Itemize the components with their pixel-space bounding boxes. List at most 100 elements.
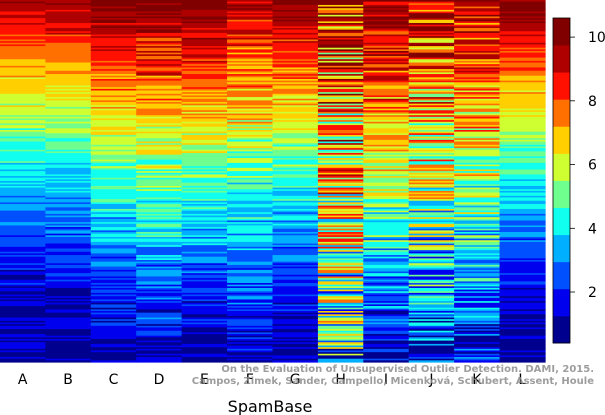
heatmap-cell	[408, 253, 455, 256]
heatmap-cell	[317, 179, 364, 182]
heatmap-cell	[45, 264, 92, 268]
heatmap-cell	[408, 55, 455, 59]
heatmap-cell	[363, 350, 410, 353]
heatmap-cell	[454, 235, 501, 238]
heatmap-cell	[454, 134, 501, 138]
heatmap-cell	[272, 218, 319, 222]
heatmap-cell	[272, 309, 319, 312]
heatmap-cell	[363, 273, 410, 276]
heatmap-cell	[45, 49, 92, 52]
heatmap-cell	[90, 146, 137, 149]
heatmap-cell	[90, 26, 137, 29]
heatmap-cell	[317, 291, 364, 294]
heatmap-cell	[408, 273, 455, 276]
heatmap-cell	[181, 4, 228, 8]
heatmap-cell	[227, 34, 274, 37]
heatmap-cell	[181, 248, 228, 251]
heatmap-cell	[408, 222, 455, 225]
heatmap-cell	[499, 116, 546, 120]
heatmap-cell	[136, 220, 183, 223]
heatmap-cell	[227, 334, 274, 337]
heatmap-cell	[227, 322, 274, 325]
heatmap-cell	[90, 207, 137, 210]
heatmap-cell	[0, 327, 47, 330]
heatmap-cell	[499, 273, 546, 276]
heatmap-cell	[45, 118, 92, 121]
heatmap-cell	[408, 292, 455, 296]
heatmap-cell	[90, 227, 137, 230]
heatmap-cell	[181, 62, 228, 65]
heatmap-cell	[454, 312, 501, 315]
heatmap-cell	[408, 250, 455, 253]
heatmap-cell	[0, 95, 47, 98]
heatmap-cell	[499, 302, 546, 306]
heatmap-cell	[0, 90, 47, 93]
heatmap-cell	[181, 118, 228, 121]
heatmap-cell	[317, 146, 364, 149]
heatmap-cell	[0, 37, 47, 41]
heatmap-cell	[181, 80, 228, 83]
heatmap-cell	[317, 238, 364, 241]
heatmap-cell	[454, 169, 501, 172]
heatmap-cell	[0, 215, 47, 218]
heatmap-cell	[45, 0, 92, 3]
heatmap-cell	[408, 105, 455, 108]
heatmap-cell	[0, 18, 47, 21]
heatmap-cell	[499, 271, 546, 274]
heatmap-cell	[499, 286, 546, 289]
heatmap-cell	[317, 167, 364, 171]
heatmap-cell	[0, 207, 47, 210]
heatmap-cell	[0, 185, 47, 189]
heatmap-cell	[136, 215, 183, 218]
heatmap-cell	[45, 179, 92, 182]
heatmap-cell	[90, 274, 137, 278]
heatmap-cell	[454, 4, 501, 8]
heatmap-cell	[45, 32, 92, 36]
heatmap-cell	[454, 74, 501, 77]
heatmap-cell	[363, 202, 410, 205]
heatmap-cell	[499, 65, 546, 69]
heatmap-cell	[0, 243, 47, 246]
heatmap-cell	[181, 245, 228, 248]
heatmap-cell	[499, 233, 546, 236]
heatmap-cell	[0, 141, 47, 144]
heatmap-cell	[227, 133, 274, 136]
heatmap-cell	[181, 246, 228, 250]
heatmap-cell	[227, 32, 274, 36]
heatmap-cell	[136, 350, 183, 353]
heatmap-cell	[45, 62, 92, 65]
colorbar-segment	[553, 315, 570, 344]
heatmap-cell	[136, 185, 183, 189]
heatmap-cell	[408, 92, 455, 95]
heatmap-cell	[454, 342, 501, 345]
heatmap-cell	[499, 325, 546, 329]
heatmap-cell	[408, 153, 455, 156]
heatmap-cell	[90, 47, 137, 50]
heatmap-cell	[90, 136, 137, 139]
heatmap-cell	[90, 215, 137, 218]
heatmap-cell	[0, 0, 47, 3]
heatmap-cell	[136, 29, 183, 32]
heatmap-cell	[408, 26, 455, 29]
heatmap-cell	[317, 49, 364, 52]
heatmap-cell	[317, 115, 364, 118]
heatmap-cell	[499, 174, 546, 177]
heatmap-cell	[90, 176, 137, 179]
heatmap-cell	[136, 357, 183, 360]
heatmap-cell	[0, 276, 47, 279]
heatmap-cell	[408, 75, 455, 78]
heatmap-cell	[363, 274, 410, 278]
heatmap-cell	[45, 44, 92, 47]
heatmap-cell	[90, 228, 137, 231]
heatmap-cell	[181, 190, 228, 194]
heatmap-cell	[181, 204, 228, 207]
heatmap-cell	[317, 189, 364, 192]
heatmap-cell	[136, 310, 183, 314]
heatmap-cell	[45, 223, 92, 227]
heatmap-cell	[181, 123, 228, 126]
heatmap-cell	[90, 235, 137, 238]
heatmap-cell	[454, 100, 501, 103]
heatmap-cell	[0, 187, 47, 190]
heatmap-cell	[454, 204, 501, 207]
heatmap-cell	[272, 352, 319, 355]
